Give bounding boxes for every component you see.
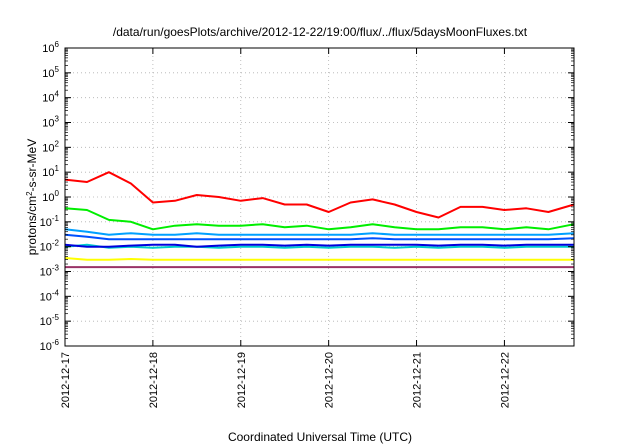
y-tick-label: 101 [42,164,59,179]
series-line-1 [64,171,575,219]
series-lines [64,171,575,269]
x-tick-label: 2012-12-22 [499,352,511,408]
y-tick-label: 10-6 [40,338,60,353]
series-line-2 [64,207,575,231]
y-tick-label: 10-2 [40,239,60,254]
x-tick-label: 2012-12-18 [148,352,160,408]
series-line-5 [64,243,574,249]
x-axis-label: Coordinated Universal Time (UTC) [228,430,412,444]
y-axis-label: protons/cm2-s-sr-MeV [25,139,39,255]
y-tick-label: 10-3 [40,264,60,279]
x-tick-label: 2012-12-20 [324,352,336,408]
y-tick-label: 10-5 [40,313,60,328]
y-tick-label: 104 [42,90,59,105]
series-line-6 [64,243,574,248]
series-line-4 [64,233,575,241]
y-tick-label: 103 [42,115,59,130]
series-line-7 [64,257,574,261]
y-tick-label: 102 [42,139,59,154]
x-tick-label: 2012-12-19 [236,352,248,408]
y-tick-label: 100 [42,189,59,204]
chart-title: /data/run/goesPlots/archive/2012-12-22/1… [113,25,528,39]
series-line-3 [64,228,575,236]
y-tick-label: 10-1 [40,214,60,229]
x-tick-label: 2012-12-21 [412,352,424,408]
axis-ticks: 10-6 10-5 10-4 10-3 10-2 10-1 100 101 102 103 104 1… [40,40,574,408]
y-tick-label: 106 [42,40,59,55]
y-tick-label: 105 [42,65,59,80]
x-tick-label: 2012-12-17 [60,352,72,408]
y-tick-label: 10-4 [40,288,60,303]
grid [65,48,574,346]
